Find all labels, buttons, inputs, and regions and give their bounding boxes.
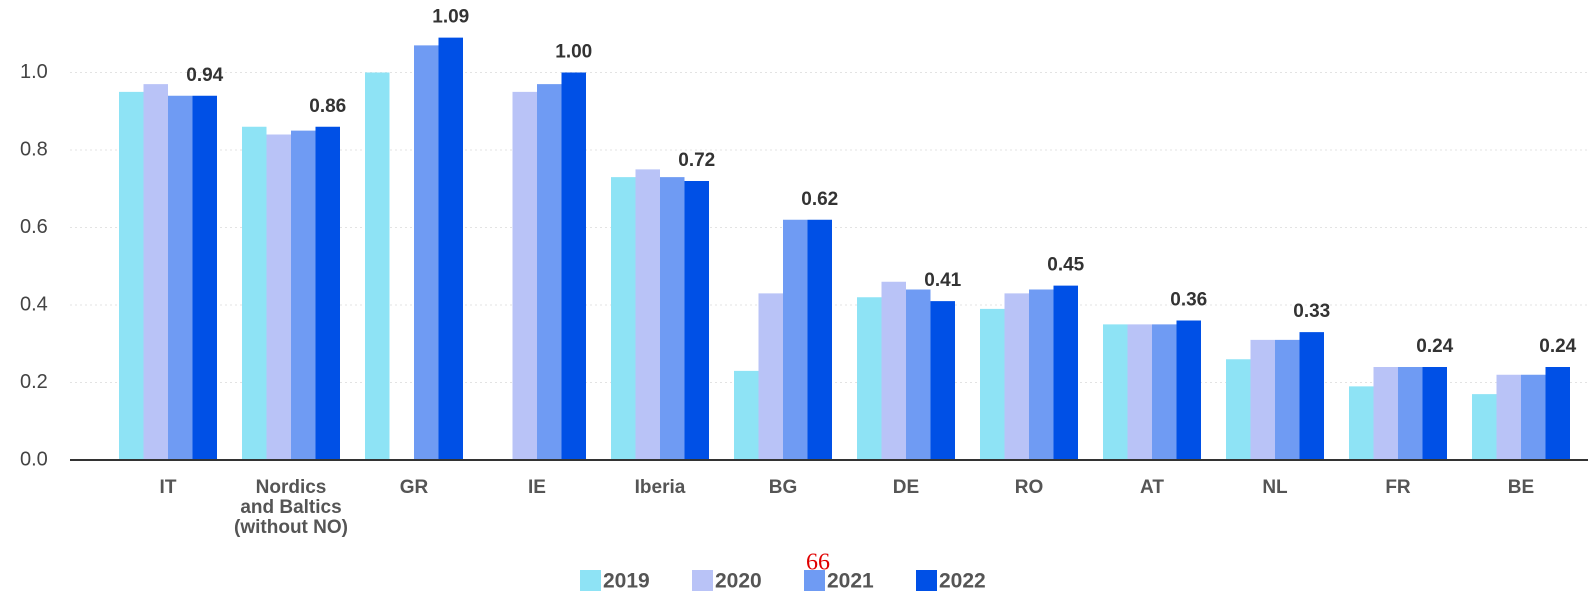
x-tick-label-box: RO [1014, 478, 1044, 498]
bar [1226, 359, 1251, 460]
bar [1521, 374, 1546, 460]
value-label: 1.00 [555, 42, 592, 63]
value-label: 0.45 [1047, 255, 1084, 276]
legend-label: 2020 [715, 570, 762, 593]
x-tick-label-box: FR [1385, 478, 1411, 498]
bar [1127, 324, 1152, 460]
x-tick-label: Nordics and Baltics (without NO) [234, 478, 348, 538]
legend-label: 2019 [603, 570, 650, 593]
value-label: 0.72 [678, 150, 715, 171]
value-label: 0.24 [1416, 336, 1453, 357]
x-tick-label-box: NL [1262, 478, 1288, 498]
x-tick-label: BG [768, 478, 798, 498]
bar [906, 289, 931, 460]
bar [1250, 339, 1275, 460]
bar [980, 308, 1005, 460]
y-tick-label: 0.4 [20, 293, 48, 315]
bar [684, 181, 709, 460]
bar [1422, 367, 1447, 460]
x-tick-label: IE [528, 478, 546, 498]
bar [291, 130, 316, 460]
annotation: 66 [806, 550, 830, 576]
x-tick-label: BE [1507, 478, 1535, 498]
bar [857, 297, 882, 460]
y-tick-label: 0.0 [20, 448, 48, 470]
y-tick-label: 0.2 [20, 371, 48, 393]
bar [807, 219, 832, 460]
legend-swatch [692, 570, 713, 591]
bar [561, 72, 586, 460]
bar [881, 281, 906, 460]
value-label: 0.36 [1170, 290, 1207, 311]
bar [1545, 367, 1570, 460]
bar [1152, 324, 1177, 460]
value-label: 0.62 [801, 189, 838, 210]
legend-label: 2022 [939, 570, 986, 593]
bar [783, 219, 808, 460]
legend-label: 2021 [827, 570, 874, 593]
bar [365, 72, 390, 460]
x-tick-label-box: IT [159, 478, 177, 498]
value-label: 0.24 [1539, 336, 1576, 357]
bar [512, 91, 537, 460]
x-tick-label: AT [1140, 478, 1164, 498]
bar [930, 301, 955, 460]
bar [1299, 332, 1324, 460]
bar [635, 169, 660, 460]
bar [315, 126, 340, 460]
bar [1373, 367, 1398, 460]
bar [1472, 394, 1497, 460]
value-label: 1.09 [432, 7, 469, 28]
y-tick-label: 0.8 [20, 138, 48, 160]
bar [537, 84, 562, 460]
bar [143, 84, 168, 460]
bar [660, 177, 685, 460]
x-tick-label-box: Nordics and Baltics (without NO) [234, 478, 348, 538]
bar [1103, 324, 1128, 460]
bar [1029, 289, 1054, 460]
bar [1176, 320, 1201, 460]
x-tick-label-box: AT [1140, 478, 1164, 498]
x-tick-label: GR [399, 478, 429, 498]
x-tick-label-box: Iberia [634, 478, 686, 498]
y-tick-label: 1.0 [20, 61, 48, 83]
legend-swatch [916, 570, 937, 591]
bar [734, 370, 759, 460]
x-tick-label-box: IE [528, 478, 546, 498]
x-tick-label: IT [159, 478, 177, 498]
x-tick-label: FR [1385, 478, 1411, 498]
bar [1496, 374, 1521, 460]
bar [242, 126, 267, 460]
bar [192, 95, 217, 460]
value-label: 0.86 [309, 96, 346, 117]
bar [438, 37, 463, 460]
x-tick-label: DE [892, 478, 920, 498]
y-tick-label: 0.6 [20, 216, 48, 238]
value-label: 0.94 [186, 65, 223, 86]
x-tick-label-box: BE [1507, 478, 1535, 498]
bar [414, 45, 439, 460]
bar [611, 177, 636, 460]
x-tick-label: RO [1014, 478, 1044, 498]
x-tick-label: Iberia [634, 478, 686, 498]
legend-swatch [804, 570, 825, 591]
value-label: 0.41 [924, 270, 961, 291]
bar [1053, 285, 1078, 460]
x-tick-label-box: BG [768, 478, 798, 498]
x-tick-label: NL [1262, 478, 1288, 498]
bar [266, 134, 291, 460]
x-tick-label-box: DE [892, 478, 920, 498]
legend-swatch [580, 570, 601, 591]
bar [1398, 367, 1423, 460]
bar [1004, 293, 1029, 460]
bar [758, 293, 783, 460]
bar [1349, 386, 1374, 460]
bar [1275, 339, 1300, 460]
bar [119, 91, 144, 460]
x-tick-label-box: GR [399, 478, 429, 498]
bar [168, 95, 193, 460]
value-label: 0.33 [1293, 301, 1330, 322]
